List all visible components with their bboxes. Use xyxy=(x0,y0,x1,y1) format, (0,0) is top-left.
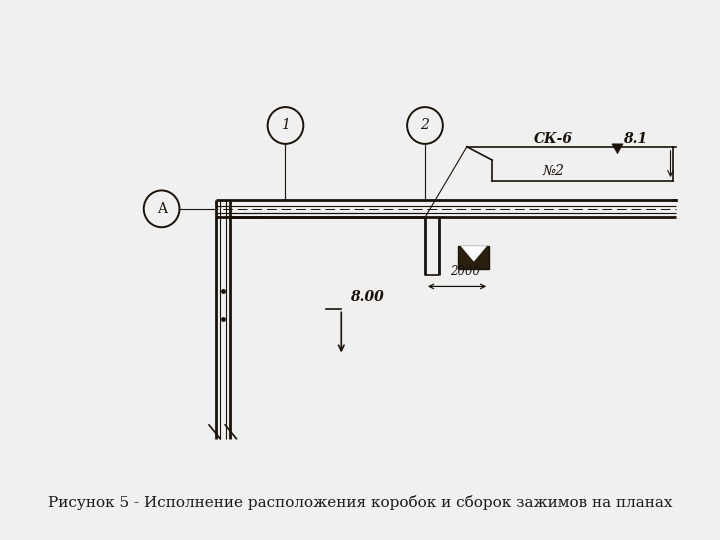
Polygon shape xyxy=(612,144,623,154)
Text: СК-6: СК-6 xyxy=(534,132,573,146)
Text: Рисунок 5 - Исполнение расположения коробок и сборок зажимов на планах: Рисунок 5 - Исполнение расположения коро… xyxy=(48,495,672,510)
Text: 8.1: 8.1 xyxy=(623,132,647,146)
Text: A: A xyxy=(157,202,166,216)
Bar xyxy=(459,246,489,269)
Text: 8.00: 8.00 xyxy=(350,289,384,303)
Polygon shape xyxy=(462,246,487,261)
Text: 2000: 2000 xyxy=(451,265,480,278)
Text: 2: 2 xyxy=(420,118,429,132)
Text: 1: 1 xyxy=(281,118,290,132)
Text: №2: №2 xyxy=(542,164,564,178)
